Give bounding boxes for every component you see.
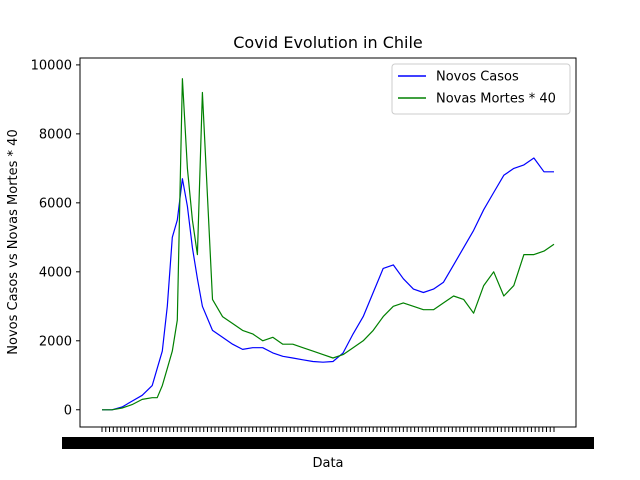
legend-label: Novos Casos	[436, 70, 519, 85]
legend-label: Novas Mortes * 40	[436, 92, 556, 107]
series-line-novas-mortes-40	[102, 78, 555, 411]
y-axis-ticks: 0 2000 4000 6000 8000 10000	[31, 58, 80, 418]
y-tick-label: 0	[64, 403, 72, 418]
plot-frame	[79, 57, 577, 428]
y-tick-label: 4000	[39, 265, 72, 280]
x-axis-label: Data	[312, 456, 343, 471]
series-layer	[102, 78, 555, 411]
y-tick-label: 6000	[39, 196, 72, 211]
legend: Novos Casos Novas Mortes * 40	[391, 63, 571, 115]
y-tick-label: 8000	[39, 127, 72, 142]
y-tick-label: 2000	[39, 334, 72, 349]
y-tick-label: 10000	[31, 58, 72, 73]
y-axis-label: Novos Casos vs Novas Mortes * 40	[6, 129, 21, 354]
chart-title: Covid Evolution in Chile	[233, 33, 423, 52]
plot-area	[80, 58, 576, 427]
x-tick-labels-overlap	[62, 437, 594, 449]
x-axis-ticks	[62, 427, 594, 449]
series-line-novos-casos	[102, 157, 554, 411]
legend-box	[391, 63, 571, 115]
